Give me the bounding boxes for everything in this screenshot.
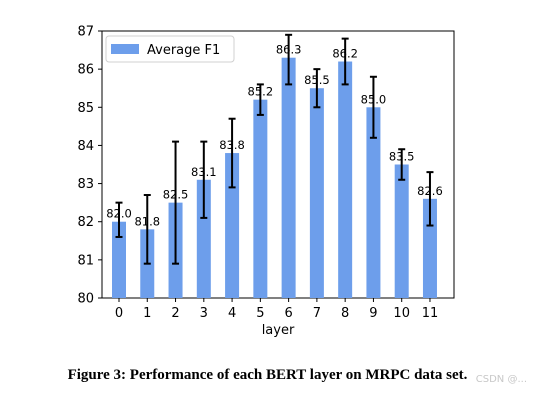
bar-layer-0 [112, 221, 126, 298]
bar-layer-9 [366, 107, 381, 299]
data-label-layer-4: 83.8 [219, 138, 245, 152]
y-tick-label-84: 84 [77, 139, 94, 154]
y-tick-label-87: 87 [77, 25, 94, 40]
data-label-layer-11: 82.6 [417, 184, 443, 198]
plot-area [101, 30, 455, 299]
bar-layer-8 [338, 61, 353, 299]
data-label-layer-0: 82.0 [106, 207, 132, 221]
y-tick-label-80: 80 [77, 292, 94, 307]
error-bar-layer-1 [143, 194, 151, 265]
y-tick-label-86: 86 [77, 63, 94, 78]
error-bars-group [115, 33, 434, 265]
error-bar-layer-7 [313, 68, 321, 109]
bar-layer-10 [394, 164, 409, 298]
y-tick-label-85: 85 [77, 101, 94, 116]
x-tick-label-0: 0 [115, 306, 123, 321]
x-ticks-group: 0 1 2 3 4 5 6 7 8 9 10 11 [115, 298, 438, 321]
x-tick-label-8: 8 [341, 306, 349, 321]
x-tick-label-6: 6 [284, 306, 292, 321]
error-bar-layer-11 [426, 171, 434, 227]
x-tick-label-5: 5 [256, 306, 264, 321]
error-bar-layer-0 [115, 201, 123, 238]
x-tick-label-11: 11 [422, 306, 439, 321]
legend-swatch [111, 44, 139, 54]
data-label-layer-8: 86.2 [332, 47, 358, 61]
bar-layer-6 [281, 57, 296, 299]
y-ticks-group: 80 81 82 83 84 85 86 87 [77, 25, 102, 307]
legend-frame [105, 35, 235, 63]
bar-chart: 82.081.882.583.183.8 85.2 86.3 85.586.2 85.0… [77, 25, 455, 338]
error-bar-layer-4 [228, 117, 236, 189]
x-tick-label-9: 9 [369, 306, 377, 321]
data-label-layer-1: 81.8 [134, 214, 160, 228]
error-bar-layer-3 [200, 140, 208, 219]
error-bar-layer-6 [285, 33, 293, 86]
error-bar-layer-5 [256, 83, 264, 116]
data-label-layer-2: 82.5 [163, 188, 189, 202]
x-tick-label-2: 2 [171, 306, 179, 321]
bars-group [112, 57, 437, 299]
data-label-layer-6: 86.3 [276, 43, 302, 57]
bar-layer-7 [309, 88, 324, 298]
bar-layer-4 [225, 153, 240, 298]
data-label-layer-9: 85.0 [361, 92, 387, 106]
watermark: CSDN @... [475, 374, 527, 385]
x-tick-label-3: 3 [200, 306, 208, 321]
y-tick-label-81: 81 [77, 253, 94, 268]
y-tick-label-82: 82 [77, 215, 94, 230]
data-label-layer-7: 85.5 [304, 73, 330, 87]
x-axis-label: layer [262, 323, 295, 338]
data-label-layer-10: 83.5 [389, 150, 415, 164]
x-tick-label-7: 7 [313, 306, 321, 321]
data-labels-group: 82.081.882.583.183.8 85.2 86.3 85.586.2 85.0… [106, 43, 443, 229]
error-bar-layer-8 [341, 37, 349, 86]
error-bar-layer-2 [172, 140, 180, 265]
data-label-layer-5: 85.2 [248, 85, 274, 99]
x-tick-label-1: 1 [143, 306, 151, 321]
legend: Average F1 [105, 35, 235, 63]
figure-caption: Figure 3: Performance of each BERT layer… [67, 367, 468, 383]
x-tick-label-10: 10 [393, 306, 410, 321]
x-tick-label-4: 4 [228, 306, 236, 321]
error-bar-layer-9 [369, 75, 377, 139]
bar-layer-11 [422, 198, 437, 298]
y-tick-label-83: 83 [77, 177, 94, 192]
data-label-layer-3: 83.1 [191, 165, 217, 179]
error-bar-layer-10 [398, 148, 406, 181]
bar-layer-3 [196, 179, 211, 298]
legend-label: Average F1 [147, 43, 220, 58]
bar-layer-5 [253, 99, 268, 299]
